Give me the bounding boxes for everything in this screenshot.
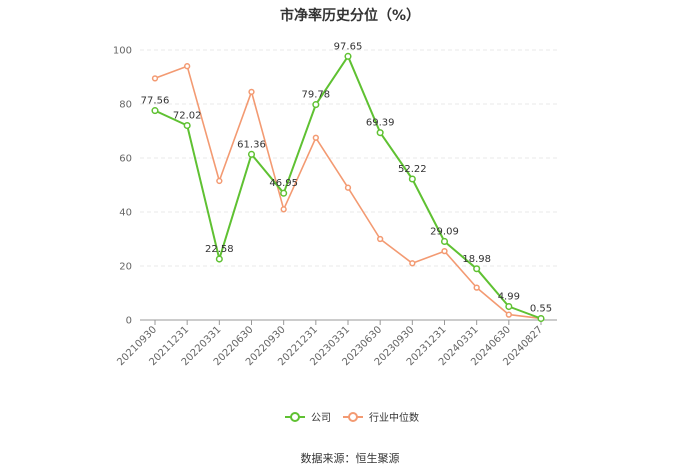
- legend: 公司 行业中位数: [285, 411, 419, 424]
- data-label-company: 4.99: [498, 292, 520, 303]
- data-point-company[interactable]: [537, 314, 545, 323]
- data-point-industry-median[interactable]: [409, 260, 416, 267]
- data-point-company[interactable]: [280, 189, 288, 197]
- y-tick-label: 0: [126, 316, 132, 327]
- data-point-company[interactable]: [151, 107, 159, 115]
- data-point-company[interactable]: [376, 129, 384, 137]
- data-point-industry-median[interactable]: [344, 184, 352, 191]
- data-point-company[interactable]: [183, 121, 191, 130]
- data-point-industry-median[interactable]: [280, 206, 287, 213]
- data-point-company[interactable]: [440, 237, 449, 246]
- legend-item-industry-median[interactable]: 行业中位数: [343, 411, 419, 424]
- data-label-company: 46.95: [269, 178, 298, 189]
- data-point-company[interactable]: [505, 302, 513, 311]
- data-point-industry-median[interactable]: [377, 235, 384, 243]
- data-point-industry-median[interactable]: [441, 248, 448, 255]
- data-point-company[interactable]: [473, 265, 481, 273]
- data-point-industry-median[interactable]: [312, 134, 319, 141]
- series-layer: [151, 52, 545, 323]
- chart-title: 市净率历史分位（%）: [280, 7, 420, 24]
- data-point-industry-median[interactable]: [505, 311, 512, 318]
- data-label-company: 29.09: [430, 226, 459, 237]
- data-label-company: 72.02: [173, 111, 202, 122]
- data-point-industry-median[interactable]: [473, 284, 480, 291]
- data-source: 数据来源：恒生聚源: [301, 451, 400, 465]
- data-point-company[interactable]: [408, 175, 416, 183]
- data-point-industry-median[interactable]: [248, 88, 255, 95]
- data-point-industry-median[interactable]: [184, 63, 191, 70]
- data-point-company[interactable]: [344, 52, 352, 60]
- data-label-company: 61.36: [237, 139, 266, 150]
- data-label-company: 18.98: [462, 254, 491, 265]
- grid-layer: [140, 49, 557, 267]
- data-label-company: 79.78: [302, 90, 331, 101]
- data-point-industry-median[interactable]: [216, 177, 223, 185]
- data-point-company[interactable]: [247, 150, 256, 158]
- data-label-company: 22.58: [205, 244, 234, 255]
- y-tick-label: 60: [119, 154, 132, 165]
- data-label-company: 77.56: [141, 96, 170, 107]
- data-point-company[interactable]: [312, 101, 320, 109]
- data-point-company[interactable]: [215, 255, 223, 263]
- legend-label-company: 公司: [311, 413, 331, 424]
- axis-layer: 0204060801002021093020211231202203312022…: [113, 46, 557, 368]
- data-label-company: 52.22: [398, 164, 427, 175]
- data-point-industry-median[interactable]: [151, 75, 159, 82]
- legend-label-industry-median: 行业中位数: [369, 411, 419, 424]
- legend-item-company[interactable]: 公司: [285, 412, 331, 424]
- y-tick-label: 40: [119, 208, 132, 219]
- y-tick-label: 20: [119, 262, 132, 273]
- y-tick-label: 100: [113, 46, 132, 57]
- y-tick-label: 80: [119, 100, 132, 111]
- data-label-company: 0.55: [530, 304, 552, 315]
- data-label-company: 69.39: [366, 118, 395, 129]
- data-label-company: 97.65: [334, 41, 363, 52]
